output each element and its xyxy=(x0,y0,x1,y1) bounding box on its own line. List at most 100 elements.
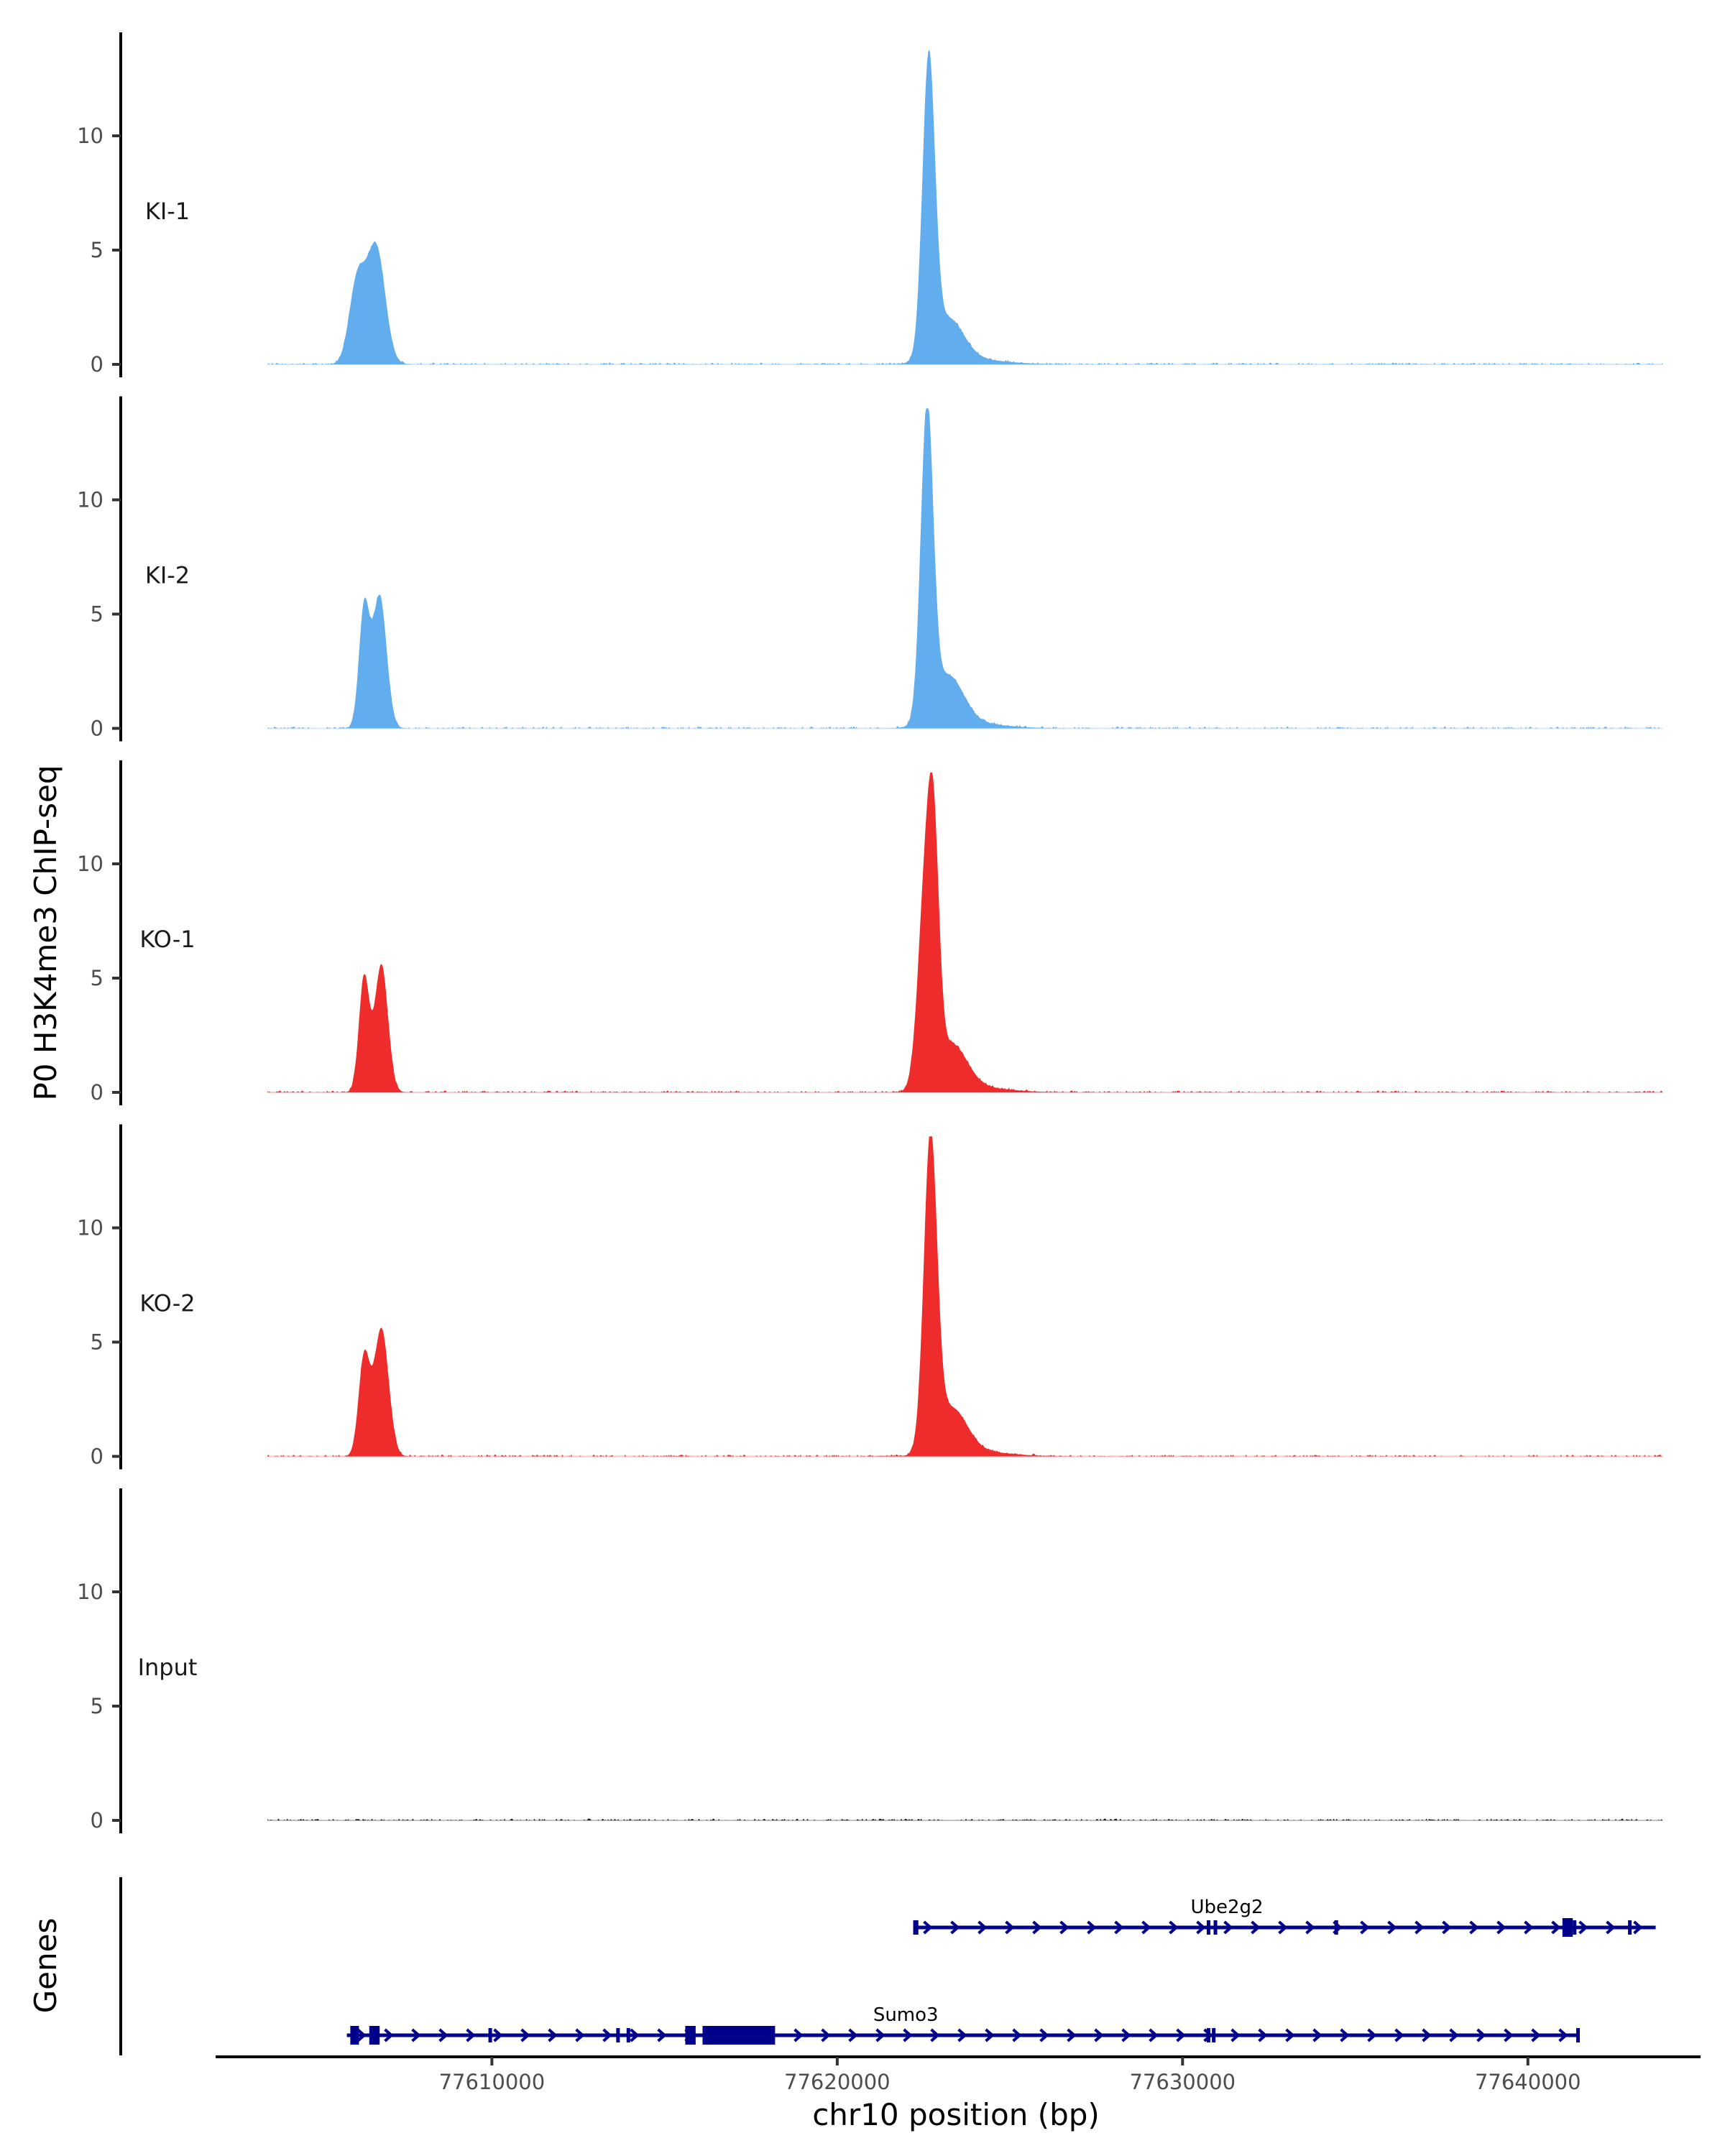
y-tick-label: 10 xyxy=(77,1216,104,1240)
strand-arrow-icon xyxy=(356,2028,367,2042)
y-tick-label: 5 xyxy=(91,238,104,262)
strand-arrow-icon xyxy=(1059,1920,1070,1935)
y-tick-label: 5 xyxy=(91,1694,104,1718)
gene-exon xyxy=(1206,2028,1210,2042)
x-tick-label: 77630000 xyxy=(1129,2070,1236,2094)
strand-arrow-icon xyxy=(1340,2028,1350,2042)
strand-arrow-icon xyxy=(985,2028,995,2042)
gene-sumo3: Sumo3 xyxy=(346,2004,1581,2045)
strand-arrow-icon xyxy=(1305,1920,1315,1935)
strand-arrow-icon xyxy=(1121,2028,1131,2042)
axes-layer: 77610000 77620000 77630000 77640000 xyxy=(119,1877,1701,2094)
x-tick-label: 77640000 xyxy=(1475,2070,1581,2094)
strand-arrow-icon xyxy=(848,2028,858,2042)
gene-exon xyxy=(616,2028,620,2042)
x-tick-label: 77610000 xyxy=(439,2070,546,2094)
strand-arrow-icon xyxy=(1394,2028,1404,2042)
y-tick-label: 0 xyxy=(91,717,104,741)
strand-arrow-icon xyxy=(1551,1920,1561,1935)
genes-layer: Ube2g2 Sumo3 xyxy=(346,1897,1656,2045)
strand-arrow-icon xyxy=(630,2028,640,2042)
x-tick-label: 77620000 xyxy=(784,2070,891,2094)
coverage-area xyxy=(267,50,1663,364)
coverage-area xyxy=(267,408,1663,729)
track-ki-2: 0 5 10 KI-2 xyxy=(77,396,1663,742)
gene-exon xyxy=(685,2026,696,2045)
y-tick-label: 0 xyxy=(91,1808,104,1833)
strand-arrow-icon xyxy=(1476,2028,1486,2042)
strand-arrow-icon xyxy=(602,2028,612,2042)
strand-arrow-icon xyxy=(903,2028,913,2042)
strand-arrow-icon xyxy=(1149,2028,1159,2042)
strand-arrow-icon xyxy=(1094,2028,1104,2042)
strand-arrow-icon xyxy=(1285,2028,1295,2042)
gene-exon xyxy=(1334,1920,1338,1935)
gene-ube2g2: Ube2g2 xyxy=(913,1897,1656,1937)
gene-label: Sumo3 xyxy=(873,2004,939,2026)
gene-exon xyxy=(1206,1920,1210,1935)
y-tick-label: 5 xyxy=(91,1330,104,1355)
strand-arrow-icon xyxy=(1449,2028,1459,2042)
strand-arrow-icon xyxy=(411,2028,421,2042)
track-label: KI-2 xyxy=(145,562,190,589)
strand-arrow-icon xyxy=(1312,2028,1322,2042)
strand-arrow-icon xyxy=(1005,1920,1015,1935)
y-axis-title: P0 H3K4me3 ChIP-seq xyxy=(28,765,63,1100)
strand-arrow-icon xyxy=(1223,1920,1233,1935)
strand-arrow-icon xyxy=(1258,2028,1268,2042)
strand-arrow-icon xyxy=(950,1920,960,1935)
strand-arrow-icon xyxy=(1469,1920,1479,1935)
strand-arrow-icon xyxy=(1203,2028,1213,2042)
gene-exon xyxy=(488,2028,492,2042)
y-tick-label: 10 xyxy=(77,124,104,148)
gene-exon xyxy=(1576,2028,1581,2042)
strand-arrow-icon xyxy=(1606,1920,1616,1935)
gene-exon xyxy=(1212,2028,1216,2042)
coverage-area xyxy=(267,772,1663,1092)
y-tick-label: 10 xyxy=(77,488,104,512)
strand-arrow-icon xyxy=(821,2028,831,2042)
x-axis-title: chr10 position (bp) xyxy=(812,2097,1100,2132)
y-tick-label: 5 xyxy=(91,602,104,627)
strand-arrow-icon xyxy=(1114,1920,1124,1935)
strand-arrow-icon xyxy=(875,2028,886,2042)
strand-arrow-icon xyxy=(1367,2028,1377,2042)
strand-arrow-icon xyxy=(1039,2028,1049,2042)
strand-arrow-icon xyxy=(1422,2028,1432,2042)
strand-arrow-icon xyxy=(438,2028,448,2042)
strand-arrow-icon xyxy=(384,2028,394,2042)
strand-arrow-icon xyxy=(794,2028,804,2042)
strand-arrow-icon xyxy=(1176,2028,1186,2042)
strand-arrow-icon xyxy=(1230,2028,1241,2042)
strand-arrow-icon xyxy=(923,1920,933,1935)
gene-exon xyxy=(1213,1920,1218,1935)
gene-exon xyxy=(702,2026,776,2045)
gene-exon xyxy=(369,2026,380,2045)
strand-arrow-icon xyxy=(520,2028,530,2042)
strand-arrow-icon xyxy=(1578,1920,1588,1935)
strand-arrow-icon xyxy=(466,2028,476,2042)
strand-arrow-icon xyxy=(1387,1920,1397,1935)
track-ko-2: 0 5 10 KO-2 xyxy=(77,1124,1663,1470)
tracks-layer: 0 5 10 KI-1 0 5 10 KI-2 0 5 10 KO-1 0 5 10 KO-2 0 5 10 Inpu… xyxy=(77,32,1663,1833)
coverage-area xyxy=(267,1136,1663,1457)
gene-exon xyxy=(1562,1918,1573,1937)
track-input: 0 5 10 Input xyxy=(77,1488,1663,1833)
strand-arrow-icon xyxy=(1012,2028,1022,2042)
strand-arrow-icon xyxy=(493,2028,503,2042)
track-label: KO-1 xyxy=(139,926,195,953)
gene-exon xyxy=(913,1920,919,1935)
strand-arrow-icon xyxy=(575,2028,585,2042)
strand-arrow-icon xyxy=(1087,1920,1097,1935)
track-label: KO-2 xyxy=(139,1290,195,1317)
strand-arrow-icon xyxy=(1169,1920,1179,1935)
gene-exon xyxy=(350,2026,359,2045)
strand-arrow-icon xyxy=(548,2028,558,2042)
y-tick-label: 0 xyxy=(91,352,104,377)
strand-arrow-icon xyxy=(1251,1920,1261,1935)
strand-arrow-icon xyxy=(1032,1920,1042,1935)
strand-arrow-icon xyxy=(978,1920,988,1935)
gene-exon xyxy=(1573,1920,1577,1935)
gene-label: Ube2g2 xyxy=(1190,1897,1263,1918)
y-tick-label: 5 xyxy=(91,966,104,990)
